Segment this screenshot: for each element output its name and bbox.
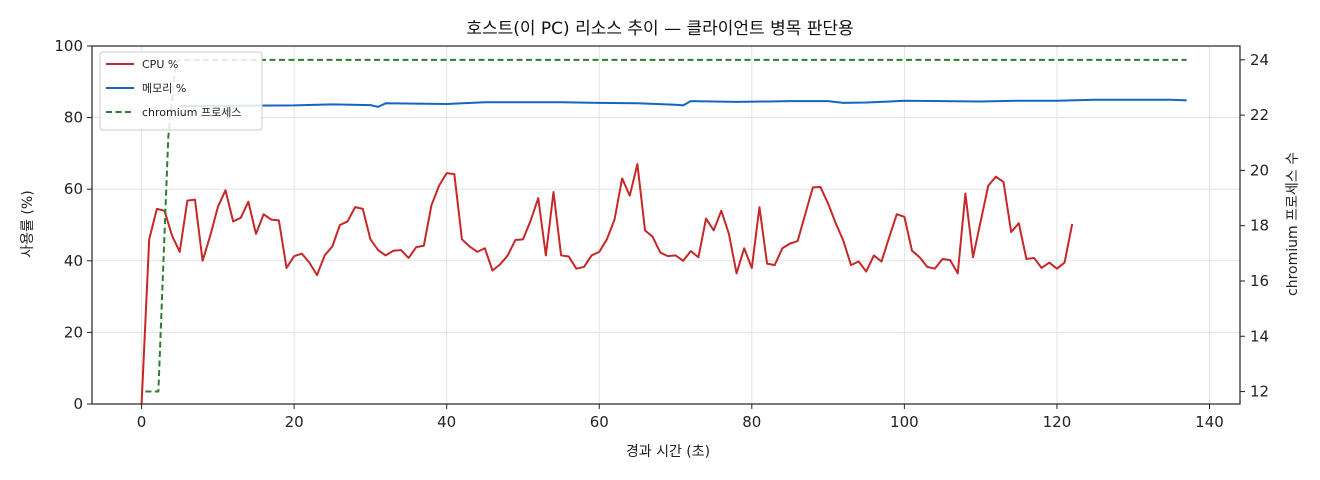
y-tick-label: 40 (64, 252, 83, 270)
legend-label-cpu: CPU % (142, 58, 178, 71)
chart-title: 호스트(이 PC) 리소스 추이 — 클라이언트 병목 판단용 (466, 19, 853, 39)
x-tick-label: 0 (137, 413, 147, 431)
y-tick-label: 100 (54, 37, 83, 55)
x-tick-label: 20 (285, 413, 304, 431)
legend: CPU % 메모리 % chromium 프로세스 (99, 51, 263, 131)
y-tick-label: 0 (73, 395, 83, 413)
memory-series-line (179, 98, 1187, 108)
x-tick-label: 60 (590, 413, 609, 431)
x-axis-label: 경과 시간 (초) (626, 444, 710, 460)
legend-label-chromium: chromium 프로세스 (142, 106, 241, 119)
y2-tick-label: 20 (1250, 161, 1269, 179)
y2-axis-label: chromium 프로세스 수 (1285, 152, 1301, 296)
y-tick-label: 60 (64, 180, 83, 198)
x-tick-label: 100 (890, 413, 919, 431)
x-tick-label: 40 (437, 413, 456, 431)
x-tick-label: 80 (742, 413, 761, 431)
cpu-series-line (140, 163, 1074, 405)
y2-tick-label: 14 (1250, 327, 1269, 345)
y-tick-label: 20 (64, 323, 83, 341)
x-tick-label: 120 (1043, 413, 1072, 431)
y-tick-label: 80 (64, 109, 83, 127)
y2-tick-label: 12 (1250, 383, 1269, 401)
plot-frame (91, 45, 1241, 405)
y2-tick-label: 18 (1250, 217, 1269, 235)
y2-tick-label: 22 (1250, 106, 1269, 124)
legend-box (99, 51, 263, 131)
y2-tick-label: 16 (1250, 272, 1269, 290)
y2-tick-label: 24 (1250, 51, 1269, 69)
legend-label-memory: 메모리 % (142, 82, 186, 95)
axes-layer: 0 20 40 60 80 100 120 140 0 20 40 60 80 100 12 14 16 18 20… (54, 37, 1269, 431)
x-tick-label: 140 (1195, 413, 1224, 431)
y-axis-label: 사용률 (%) (20, 190, 36, 257)
